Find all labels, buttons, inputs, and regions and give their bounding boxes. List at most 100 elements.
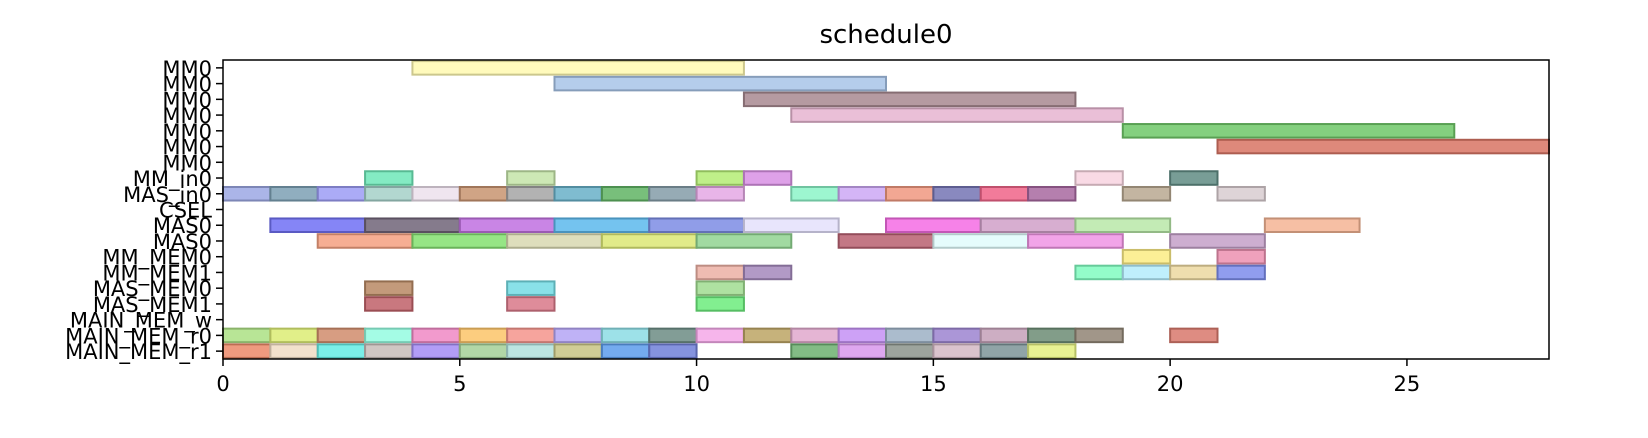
bar-46 xyxy=(837,233,935,249)
bar-69 xyxy=(458,327,509,344)
bar-28 xyxy=(1027,185,1077,202)
x-tick-label-4: 20 xyxy=(1157,372,1184,396)
bar-19 xyxy=(553,185,603,202)
bar-98 xyxy=(979,343,1030,359)
bar-27 xyxy=(979,185,1030,202)
bar-1 xyxy=(553,75,887,92)
bar-21 xyxy=(648,185,698,202)
bar-30 xyxy=(1216,185,1266,202)
bar-18 xyxy=(506,185,556,202)
x-tick-label-0: 0 xyxy=(216,372,229,396)
bar-99 xyxy=(1027,343,1077,359)
bar-37 xyxy=(885,217,982,234)
bar-45 xyxy=(695,233,793,249)
x-axis: 0 5 10 15 20 25 xyxy=(216,359,1420,396)
bar-17 xyxy=(458,185,509,202)
bar-0 xyxy=(411,60,745,76)
bar-85 xyxy=(269,343,319,359)
bar-3 xyxy=(790,107,1124,123)
bar-91 xyxy=(553,343,603,359)
bar-47 xyxy=(932,233,1030,249)
bar-76 xyxy=(790,327,840,344)
bar-14 xyxy=(316,185,367,202)
bar-66 xyxy=(316,327,367,344)
bar-4 xyxy=(1121,123,1456,139)
bar-31 xyxy=(269,217,367,234)
bar-53 xyxy=(742,264,793,281)
y-tick-label-9: CSEL xyxy=(159,199,212,223)
bar-67 xyxy=(364,327,414,344)
bar-79 xyxy=(932,327,982,344)
bar-78 xyxy=(885,327,935,344)
bar-59 xyxy=(506,280,556,296)
bar-80 xyxy=(979,327,1030,344)
bar-60 xyxy=(695,280,745,296)
bar-34 xyxy=(553,217,651,234)
bar-52 xyxy=(695,264,745,281)
x-tick-label-1: 5 xyxy=(453,372,466,396)
bar-75 xyxy=(742,327,793,344)
bar-70 xyxy=(506,327,556,344)
y-tick-label-0: MM0 xyxy=(162,57,212,81)
bar-87 xyxy=(364,343,414,359)
bar-32 xyxy=(364,217,461,234)
y-tick-label-18: MAIN_MEM_r1 xyxy=(65,340,212,365)
y-tick-label-13: MM_MEM1 xyxy=(102,261,212,286)
y-tick-label-17: MAIN_MEM_r0 xyxy=(65,324,212,349)
bar-58 xyxy=(364,280,414,296)
bar-74 xyxy=(695,327,745,344)
bar-61 xyxy=(364,296,414,312)
y-tick-label-10: MAS0 xyxy=(153,214,212,238)
bar-84 xyxy=(222,343,272,359)
bar-86 xyxy=(316,343,367,359)
bar-68 xyxy=(411,327,461,344)
bar-73 xyxy=(648,327,698,344)
bar-64 xyxy=(222,327,272,344)
bar-65 xyxy=(269,327,319,344)
bar-50 xyxy=(1121,248,1172,265)
bar-72 xyxy=(600,327,651,344)
bar-5 xyxy=(1216,138,1550,155)
bar-44 xyxy=(600,233,698,249)
y-tick-label-11: MAS0 xyxy=(153,230,212,254)
bar-11 xyxy=(1169,170,1219,186)
bar-63 xyxy=(695,296,745,312)
bar-12 xyxy=(222,185,272,202)
bar-88 xyxy=(411,343,461,359)
bar-29 xyxy=(1121,185,1172,202)
bar-9 xyxy=(742,170,793,186)
y-tick-label-6: MM0 xyxy=(162,151,212,175)
bar-8 xyxy=(695,170,745,186)
bar-92 xyxy=(600,343,651,359)
y-axis: MM0MM0MM0MM0MM0MM0MM0MM_in0MAS_in0CSELMA… xyxy=(65,57,223,365)
bar-33 xyxy=(458,217,556,234)
y-tick-label-4: MM0 xyxy=(162,120,212,144)
bar-40 xyxy=(1263,217,1361,234)
plot-frame xyxy=(222,59,1550,360)
bar-41 xyxy=(316,233,414,249)
bar-35 xyxy=(648,217,745,234)
bar-13 xyxy=(269,185,319,202)
bar-90 xyxy=(506,343,556,359)
y-tick-label-5: MM0 xyxy=(162,136,212,160)
bar-57 xyxy=(1216,264,1266,281)
bar-89 xyxy=(458,343,509,359)
y-tick-label-7: MM_in0 xyxy=(133,167,212,192)
bar-54 xyxy=(1074,264,1124,281)
y-tick-label-15: MAS_MEM1 xyxy=(93,293,212,318)
bar-93 xyxy=(648,343,698,359)
bar-81 xyxy=(1027,327,1077,344)
bar-82 xyxy=(1074,327,1124,344)
chart-title: schedule0 xyxy=(819,20,952,50)
bar-15 xyxy=(364,185,414,202)
bar-94 xyxy=(790,343,840,359)
bar-49 xyxy=(1169,233,1266,249)
x-tick-label-5: 25 xyxy=(1394,372,1421,396)
bar-95 xyxy=(837,343,888,359)
bars-layer xyxy=(222,60,1550,359)
x-tick-label-3: 15 xyxy=(920,372,947,396)
bar-23 xyxy=(790,185,840,202)
bar-7 xyxy=(506,170,556,186)
x-tick-label-2: 10 xyxy=(683,372,710,396)
